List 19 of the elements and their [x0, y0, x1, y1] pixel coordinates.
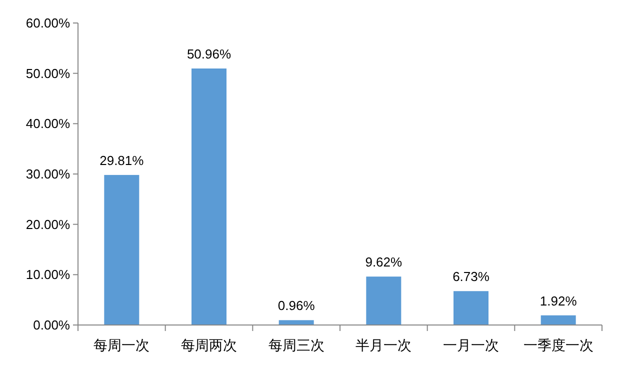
x-tick-label: 每周三次: [268, 337, 324, 353]
data-label: 0.96%: [278, 298, 316, 314]
y-tick-label: 30.00%: [26, 166, 70, 182]
x-tick-label: 半月一次: [356, 337, 412, 353]
y-tick-label: 0.00%: [33, 318, 70, 332]
y-tick-label: 50.00%: [26, 66, 70, 81]
data-label: 1.92%: [540, 293, 578, 308]
data-label: 50.96%: [186, 46, 232, 62]
x-tick-label: 每周两次: [181, 337, 237, 353]
y-tick-label: 60.00%: [26, 16, 70, 30]
y-tick-label: 20.00%: [26, 216, 70, 232]
x-tick-label: 一月一次: [443, 337, 499, 353]
x-tick-label: 一季度一次: [523, 337, 594, 353]
y-tick-label: 40.00%: [26, 116, 70, 132]
x-tick-label: 每周一次: [94, 337, 150, 353]
data-label: 9.62%: [365, 254, 403, 270]
y-tick-label: 10.00%: [26, 267, 70, 282]
data-label: 29.81%: [100, 152, 144, 168]
data-label: 6.73%: [452, 269, 490, 284]
